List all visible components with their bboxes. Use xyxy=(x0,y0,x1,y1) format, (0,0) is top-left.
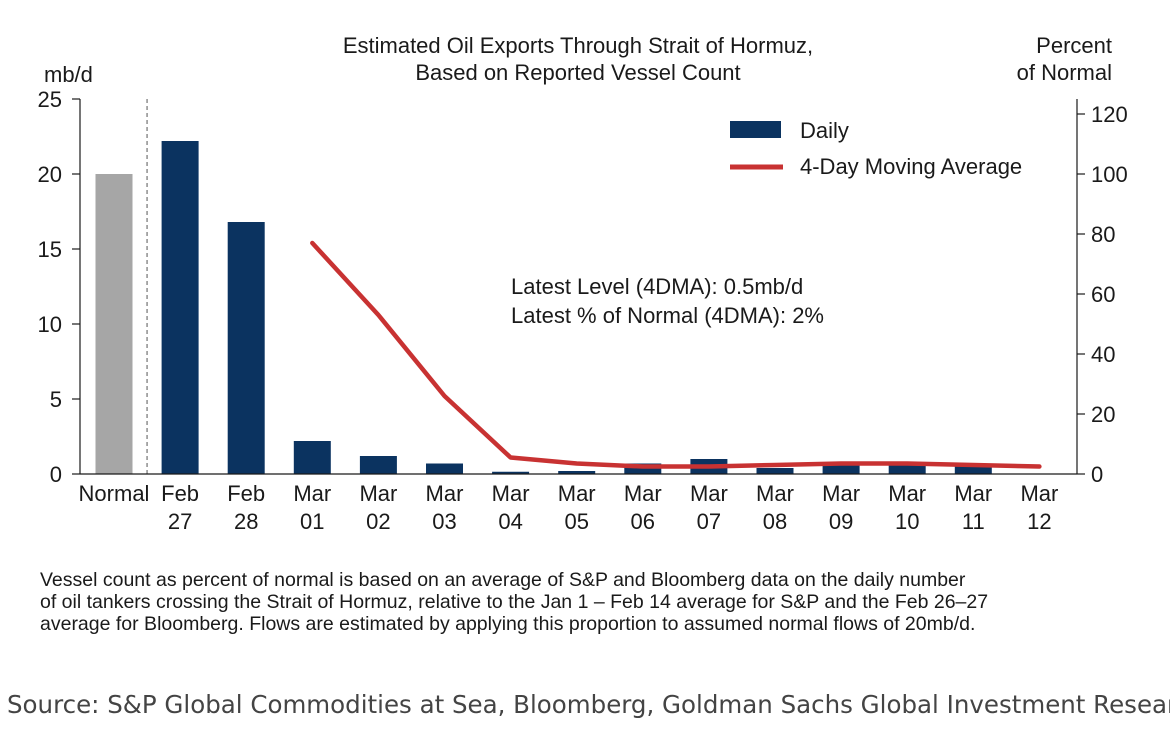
x-tick-label-mar-05-line-1: Mar xyxy=(558,481,596,506)
x-tick-label-mar-06-line-1: Mar xyxy=(624,481,662,506)
bar-daily-mar-04 xyxy=(492,471,530,474)
footnote-line-1: Vessel count as percent of normal is bas… xyxy=(40,569,966,591)
chart: Estimated Oil Exports Through Strait of … xyxy=(38,33,1128,534)
bar-daily-mar-11 xyxy=(954,463,992,474)
x-tick-label-mar-03-line-1: Mar xyxy=(426,481,464,506)
x-tick-label-mar-09-line-1: Mar xyxy=(822,481,860,506)
x-tick-label-mar-10-line-1: Mar xyxy=(888,481,926,506)
x-tick-label-mar-08-line-2: 08 xyxy=(763,509,787,534)
y-right-tick-label-60: 60 xyxy=(1091,282,1115,307)
line-4-day-moving-average xyxy=(310,240,1042,469)
chart-title: Estimated Oil Exports Through Strait of … xyxy=(343,33,813,85)
source-caption: Source: S&P Global Commodities at Sea, B… xyxy=(7,690,1170,719)
moving-average-layer xyxy=(310,240,1042,469)
y-right-tick-label-20: 20 xyxy=(1091,402,1115,427)
legend-daily-swatch xyxy=(730,121,781,138)
y-right-tick-label-120: 120 xyxy=(1091,102,1128,127)
x-tick-label-mar-10-line-2: 10 xyxy=(895,509,919,534)
footnote-line-2: of oil tankers crossing the Strait of Ho… xyxy=(40,591,989,613)
y-axis-right-label-line-2: of Normal xyxy=(1017,60,1112,85)
annotation-latest-percent: Latest % of Normal (4DMA): 2% xyxy=(511,303,824,328)
y-left-tick-label-10: 10 xyxy=(38,312,62,337)
x-tick-label-mar-09-line-2: 09 xyxy=(829,509,853,534)
x-tick-label-mar-06-line-2: 06 xyxy=(631,509,655,534)
y-right-tick-label-40: 40 xyxy=(1091,342,1115,367)
x-tick-label-mar-01-line-1: Mar xyxy=(293,481,331,506)
y-right-tick-label-80: 80 xyxy=(1091,222,1115,247)
legend-ma-label: 4-Day Moving Average xyxy=(800,154,1022,179)
bar-daily-feb-27 xyxy=(161,141,199,474)
bar-daily-mar-05 xyxy=(558,471,596,474)
bar-daily-feb-28 xyxy=(227,222,265,474)
y-left-tick-label-0: 0 xyxy=(50,462,62,487)
y-axis-left-label: mb/d xyxy=(44,62,93,87)
footnote-line-3: average for Bloomberg. Flows are estimat… xyxy=(40,613,976,635)
bar-daily-mar-02 xyxy=(359,456,397,474)
annotation-latest-level: Latest Level (4DMA): 0.5mb/d xyxy=(511,274,803,299)
x-tick-label-mar-03-line-2: 03 xyxy=(432,509,456,534)
x-tick-label-feb-28-line-1: Feb xyxy=(227,481,265,506)
x-tick-label-mar-12-line-2: 12 xyxy=(1027,509,1051,534)
x-tick-label-mar-07-line-1: Mar xyxy=(690,481,728,506)
x-tick-label-mar-02-line-2: 02 xyxy=(366,509,390,534)
x-tick-label-mar-04-line-2: 04 xyxy=(498,509,522,534)
chart-title-line-1: Estimated Oil Exports Through Strait of … xyxy=(343,33,813,58)
x-tick-label-mar-04-line-1: Mar xyxy=(492,481,530,506)
x-tick-label-mar-12-line-1: Mar xyxy=(1020,481,1058,506)
x-tick-label-mar-07-line-2: 07 xyxy=(697,509,721,534)
y-left-tick-label-20: 20 xyxy=(38,162,62,187)
y-left-tick-label-25: 25 xyxy=(38,87,62,112)
y-left-tick-label-15: 15 xyxy=(38,237,62,262)
bar-daily-mar-08 xyxy=(756,468,794,474)
legend-daily-label: Daily xyxy=(800,118,849,143)
legend: Daily 4-Day Moving Average xyxy=(730,118,1022,179)
annotations: Latest Level (4DMA): 0.5mb/d Latest % of… xyxy=(511,274,824,328)
x-tick-label-mar-01-line-2: 01 xyxy=(300,509,324,534)
bar-daily-mar-09 xyxy=(822,463,860,474)
chart-title-line-2: Based on Reported Vessel Count xyxy=(415,60,740,85)
bar-daily-mar-03 xyxy=(426,463,463,474)
x-tick-label-mar-11-line-2: 11 xyxy=(962,509,985,534)
bar-normal-normal xyxy=(95,174,133,474)
x-tick-label-mar-11-line-1: Mar xyxy=(954,481,992,506)
x-tick-label-mar-05-line-2: 05 xyxy=(564,509,588,534)
x-tick-label-mar-08-line-1: Mar xyxy=(756,481,794,506)
bar-daily-mar-01 xyxy=(293,441,331,474)
chart-footnote: Vessel count as percent of normal is bas… xyxy=(40,569,1140,635)
x-tick-label-feb-28-line-2: 28 xyxy=(234,509,258,534)
x-tick-label-feb-27-line-1: Feb xyxy=(161,481,199,506)
x-tick-label-normal-line-1: Normal xyxy=(79,481,150,506)
x-tick-label-feb-27-line-2: 27 xyxy=(168,509,192,534)
y-right-tick-label-100: 100 xyxy=(1091,162,1128,187)
x-tick-label-mar-02-line-1: Mar xyxy=(359,481,397,506)
bars-layer xyxy=(95,141,992,474)
y-right-tick-label-0: 0 xyxy=(1091,462,1103,487)
y-left-tick-label-5: 5 xyxy=(50,387,62,412)
y-axis-right-label-line-1: Percent xyxy=(1036,33,1112,58)
bar-daily-mar-10 xyxy=(888,463,926,474)
